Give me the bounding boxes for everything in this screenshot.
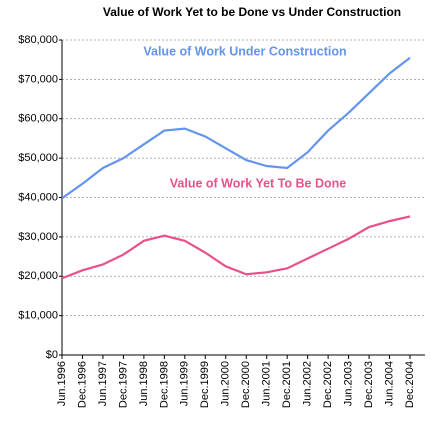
series-line (61, 56, 411, 200)
x-tick-label: Jun.2001 (261, 361, 273, 406)
x-tick-label: Dec.1998 (158, 361, 170, 408)
y-tick-label: $40,000 (18, 191, 58, 203)
x-tick-label: Jun.2003 (342, 361, 354, 406)
x-tick-label: Jun.1996 (56, 361, 68, 406)
x-tick-label: Jun.1999 (179, 361, 191, 406)
y-tick-label: $60,000 (18, 113, 58, 125)
y-tick-label: $80,000 (18, 34, 58, 46)
series-label: Value of Work Yet To Be Done (170, 176, 346, 190)
x-tick-label: Dec.2002 (322, 361, 334, 408)
y-tick-label: $20,000 (18, 270, 58, 282)
y-tick-label: $0 (46, 349, 58, 361)
y-tick-label: $10,000 (18, 310, 58, 322)
y-tick-label: $30,000 (18, 231, 58, 243)
x-tick-label: Dec.2000 (240, 361, 252, 408)
x-tick-label: Dec.2001 (281, 361, 293, 408)
x-tick-label: Jun.2004 (383, 361, 395, 406)
series-line (61, 215, 411, 280)
chart-title: Value of Work Yet to be Done vs Under Co… (103, 5, 401, 19)
x-tick-label: Jun.2002 (302, 361, 314, 406)
y-tick-label: $70,000 (18, 73, 58, 85)
y-tick-label: $50,000 (18, 152, 58, 164)
x-tick-label: Dec.2004 (404, 361, 416, 408)
x-tick-label: Dec.2003 (363, 361, 375, 408)
x-tick-label: Jun.1997 (97, 361, 109, 406)
x-tick-label: Dec.1996 (76, 361, 88, 408)
x-tick-label: Jun.1998 (138, 361, 150, 406)
x-tick-label: Jun.2000 (220, 361, 232, 406)
x-tick-label: Dec.1999 (199, 361, 211, 408)
x-tick-label: Dec.1997 (117, 361, 129, 408)
series-label: Value of Work Under Construction (143, 44, 346, 58)
